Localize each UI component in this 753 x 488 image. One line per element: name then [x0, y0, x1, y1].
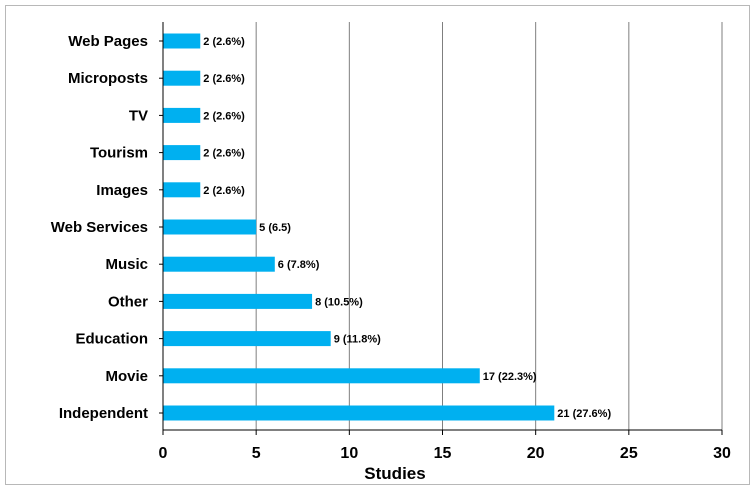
data-label: 2 (2.6%) — [203, 185, 245, 197]
data-label: 5 (6.5) — [259, 222, 291, 234]
bar — [163, 368, 480, 384]
data-label: 2 (2.6%) — [203, 110, 245, 122]
bar — [163, 331, 331, 347]
data-label: 17 (22.3%) — [483, 371, 537, 383]
data-label: 2 (2.6%) — [203, 148, 245, 160]
data-label: 21 (27.6%) — [557, 408, 611, 420]
bar — [163, 70, 201, 86]
y-category-label: Tourism — [90, 145, 148, 162]
bar — [163, 405, 555, 421]
y-category-label: Other — [108, 293, 148, 310]
bar — [163, 107, 201, 123]
x-tick-label: 25 — [620, 445, 638, 462]
bar — [163, 182, 201, 198]
bar — [163, 293, 313, 309]
bar — [163, 256, 275, 272]
y-category-label: Web Services — [51, 219, 148, 236]
data-label: 6 (7.8%) — [278, 259, 320, 271]
data-label: 8 (10.5%) — [315, 296, 363, 308]
y-category-label: Movie — [105, 368, 148, 385]
y-category-label: Images — [96, 182, 148, 199]
data-label: 2 (2.6%) — [203, 36, 245, 48]
x-tick-label: 15 — [434, 445, 452, 462]
axes — [159, 22, 723, 435]
bar — [163, 219, 257, 235]
x-tick-label: 10 — [340, 445, 358, 462]
x-tick-label: 5 — [252, 445, 261, 462]
y-category-label: TV — [129, 107, 148, 124]
x-tick-label: 20 — [527, 445, 545, 462]
y-category-label: Music — [105, 256, 148, 273]
x-tick-label: 0 — [159, 445, 168, 462]
data-label: 2 (2.6%) — [203, 73, 245, 85]
x-tick-label: 30 — [713, 445, 731, 462]
labels: 0 5 10 15 20 25 30 Web Pages 2 (2.6%) Microposts 2… — [51, 33, 731, 462]
chart-frame — [5, 5, 750, 485]
gridlines — [255, 22, 723, 430]
y-category-label: Independent — [59, 405, 148, 422]
bar — [163, 33, 201, 49]
bar — [163, 145, 201, 161]
data-label: 9 (11.8%) — [334, 334, 381, 346]
y-category-label: Web Pages — [68, 33, 148, 50]
y-category-label: Microposts — [68, 70, 148, 87]
bars — [163, 33, 555, 421]
y-category-label: Education — [75, 331, 148, 348]
x-axis-title: Studies — [364, 464, 425, 483]
